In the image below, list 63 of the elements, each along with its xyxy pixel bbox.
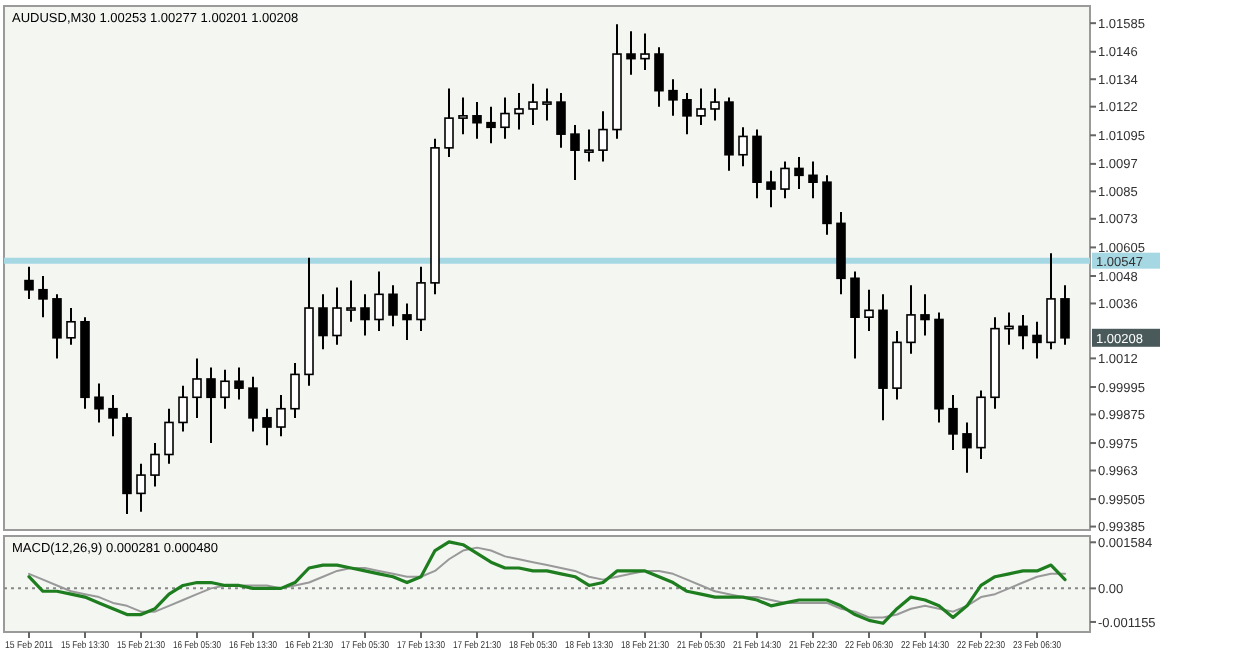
- candlestick: [416, 265, 426, 332]
- candlestick: [640, 32, 650, 72]
- candlestick: [738, 126, 748, 168]
- candlestick: [514, 91, 524, 131]
- candlestick: [822, 174, 832, 236]
- candlestick: [500, 96, 510, 140]
- candlestick: [290, 361, 300, 419]
- candlestick: [752, 128, 762, 200]
- candlestick: [808, 160, 818, 200]
- candlestick: [66, 307, 76, 346]
- candlestick: [542, 87, 552, 122]
- candlestick: [668, 78, 678, 117]
- candlestick: [528, 82, 538, 126]
- candlestick: [472, 101, 482, 140]
- candlestick: [262, 407, 272, 447]
- candlestick: [24, 265, 34, 300]
- candlestick: [654, 46, 664, 108]
- candlestick: [38, 275, 48, 319]
- candlestick: [206, 366, 216, 445]
- candlestick: [598, 110, 608, 163]
- candlestick: [920, 293, 930, 337]
- candlestick: [220, 368, 230, 410]
- candlestick: [52, 293, 62, 360]
- candlestick: [318, 293, 328, 351]
- candlestick: [850, 270, 860, 360]
- candlestick: [192, 357, 202, 419]
- candlestick: [234, 366, 244, 401]
- candlestick: [486, 105, 496, 145]
- candlestick: [444, 87, 454, 159]
- candlestick: [780, 160, 790, 200]
- candlestick: [906, 284, 916, 355]
- candlestick: [178, 384, 188, 433]
- candlestick: [1032, 320, 1042, 360]
- candlestick: [248, 375, 258, 433]
- candlestick: [794, 156, 804, 191]
- candlestick: [1018, 313, 1028, 351]
- candlestick: [136, 462, 146, 513]
- candlestick: [1060, 284, 1070, 346]
- candlestick: [766, 169, 776, 209]
- candlestick: [696, 87, 706, 126]
- candlestick: [374, 270, 384, 332]
- candlestick: [402, 302, 412, 342]
- candlestick: [626, 30, 636, 76]
- candlestick: [584, 128, 594, 163]
- candlestick: [556, 91, 566, 149]
- candlestick: [682, 91, 692, 136]
- candlestick: [570, 123, 580, 181]
- candlestick: [1046, 252, 1056, 351]
- candlestick: [892, 329, 902, 401]
- candlestick: [948, 394, 958, 451]
- candlestick: [276, 394, 286, 438]
- candlestick: [360, 293, 370, 337]
- candlestick: [94, 382, 104, 424]
- candlestick: [150, 442, 160, 488]
- candlestick: [710, 87, 720, 122]
- candlestick: [864, 288, 874, 332]
- candlestick: [332, 286, 342, 346]
- candlestick: [108, 394, 118, 438]
- candlestick: [458, 96, 468, 136]
- candlestick: [388, 284, 398, 328]
- candlestick: [962, 421, 972, 474]
- candlestick: [346, 279, 356, 323]
- candlestick: [164, 407, 174, 465]
